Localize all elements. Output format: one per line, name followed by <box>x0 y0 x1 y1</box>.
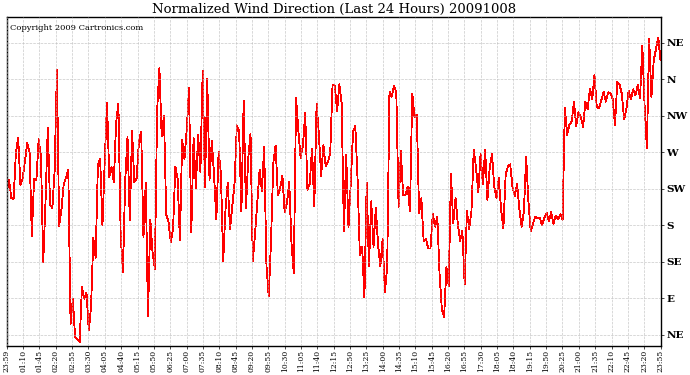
Text: Copyright 2009 Cartronics.com: Copyright 2009 Cartronics.com <box>10 24 144 32</box>
Title: Normalized Wind Direction (Last 24 Hours) 20091008: Normalized Wind Direction (Last 24 Hours… <box>152 3 515 16</box>
